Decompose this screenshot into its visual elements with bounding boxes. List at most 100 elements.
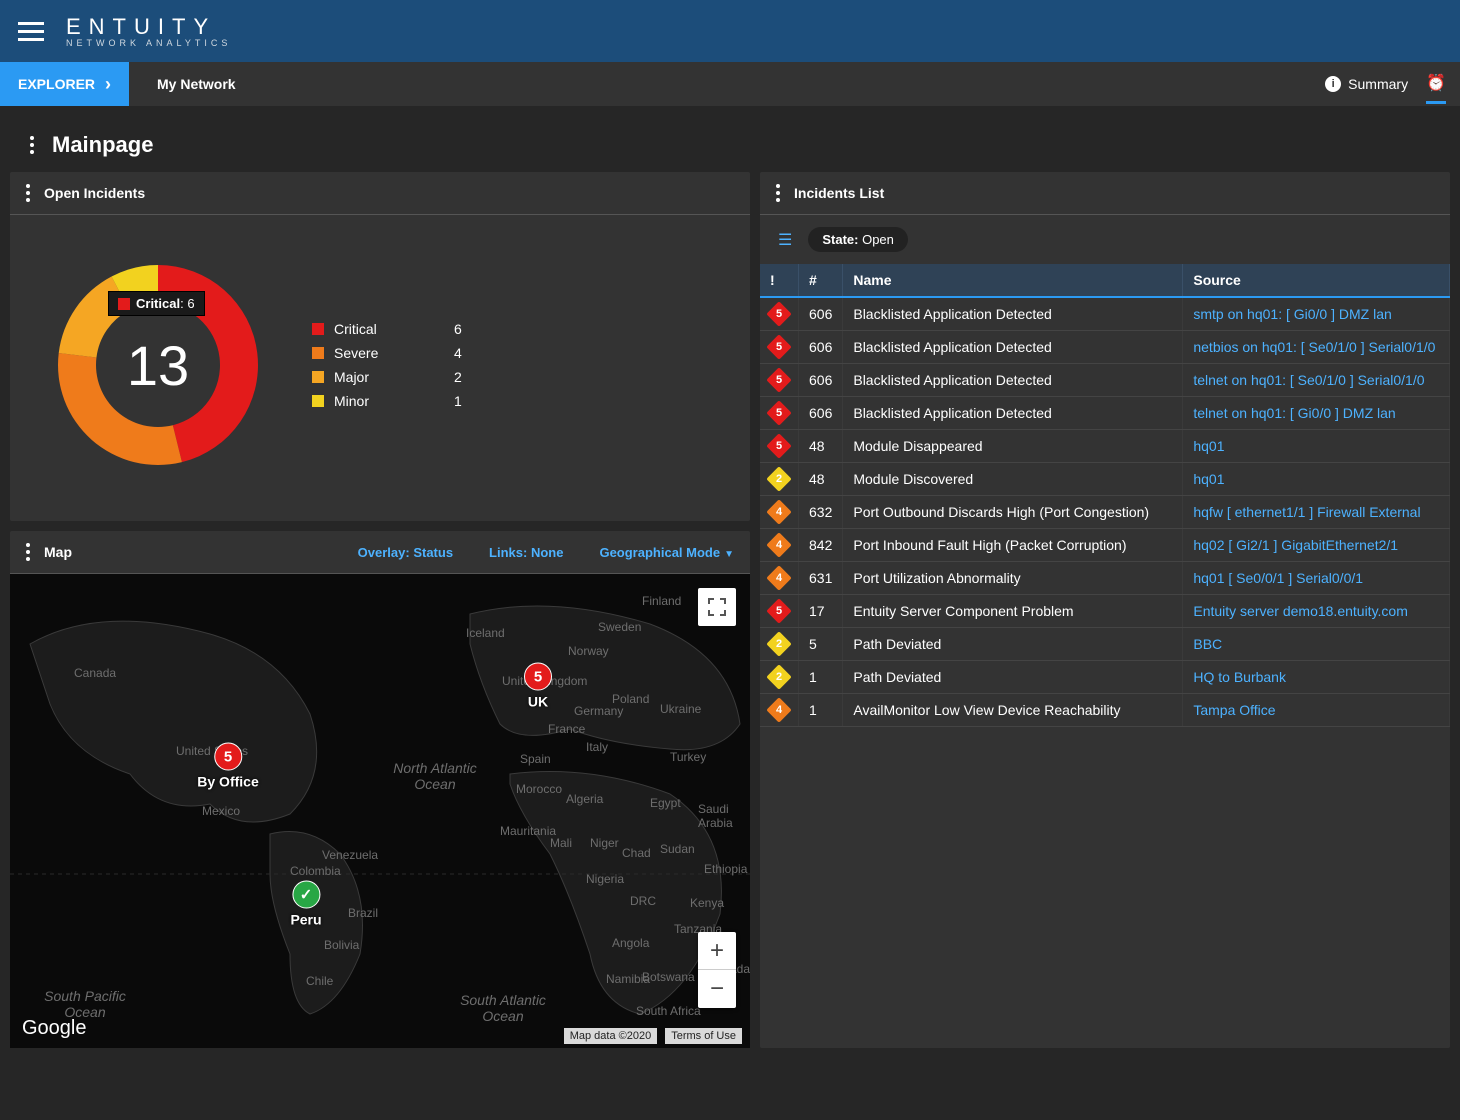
incident-number: 631 bbox=[799, 562, 843, 595]
severity-badge: 5 bbox=[766, 433, 791, 458]
menu-icon[interactable] bbox=[18, 22, 44, 41]
zoom-in-button[interactable]: + bbox=[698, 932, 736, 970]
legend-row[interactable]: Minor1 bbox=[312, 393, 612, 409]
legend-swatch bbox=[312, 323, 324, 335]
zoom-out-button[interactable]: − bbox=[698, 970, 736, 1008]
map-data-label: Map data ©2020 bbox=[564, 1028, 658, 1044]
map-place-label: France bbox=[548, 722, 585, 736]
source-link[interactable]: hq01 bbox=[1193, 438, 1224, 454]
legend-row[interactable]: Severe4 bbox=[312, 345, 612, 361]
source-link[interactable]: hq02 [ Gi2/1 ] GigabitEthernet2/1 bbox=[1193, 537, 1398, 553]
incident-number: 606 bbox=[799, 297, 843, 331]
marker-badge: 5 bbox=[214, 743, 242, 771]
breadcrumb[interactable]: My Network bbox=[129, 62, 264, 106]
legend-swatch bbox=[312, 395, 324, 407]
legend-row[interactable]: Critical6 bbox=[312, 321, 612, 337]
incident-name: Blacklisted Application Detected bbox=[843, 364, 1183, 397]
source-link[interactable]: telnet on hq01: [ Gi0/0 ] DMZ lan bbox=[1193, 405, 1395, 421]
state-filter-pill[interactable]: State: Open bbox=[808, 227, 908, 252]
table-row[interactable]: 517Entuity Server Component ProblemEntui… bbox=[760, 595, 1450, 628]
table-row[interactable]: 5 606Blacklisted Application Detected teln… bbox=[760, 364, 1450, 397]
map-overlay-option[interactable]: Overlay: Status bbox=[358, 545, 453, 560]
source-link[interactable]: netbios on hq01: [ Se0/1/0 ] Serial0/1/0 bbox=[1193, 339, 1435, 355]
map-place-label: Kenya bbox=[690, 896, 724, 910]
source-link[interactable]: HQ to Burbank bbox=[1193, 669, 1286, 685]
table-row[interactable]: 548Module Disappearedhq01 bbox=[760, 430, 1450, 463]
map-marker[interactable]: 5UK bbox=[524, 663, 552, 710]
table-row[interactable]: 41AvailMonitor Low View Device Reachabil… bbox=[760, 694, 1450, 727]
panel-menu-icon[interactable] bbox=[26, 184, 30, 202]
page-menu-icon[interactable] bbox=[30, 136, 34, 154]
map-place-label: Egypt bbox=[650, 796, 681, 810]
legend-row[interactable]: Major2 bbox=[312, 369, 612, 385]
table-row[interactable]: 5606Blacklisted Application Detectednetb… bbox=[760, 331, 1450, 364]
source-link[interactable]: Entuity server demo18.entuity.com bbox=[1193, 603, 1408, 619]
severity-badge: 5 bbox=[766, 334, 791, 359]
col-name[interactable]: Name bbox=[843, 264, 1183, 297]
source-link[interactable]: Tampa Office bbox=[1193, 702, 1275, 718]
map-marker[interactable]: 5By Office bbox=[197, 743, 258, 790]
source-link[interactable]: smtp on hq01: [ Gi0/0 ] DMZ lan bbox=[1193, 306, 1391, 322]
map-place-label: Iceland bbox=[466, 626, 505, 640]
map-canvas[interactable]: FinlandIcelandSwedenNorwayUnited Kingdom… bbox=[10, 574, 750, 1048]
incident-number: 48 bbox=[799, 463, 843, 496]
source-link[interactable]: hq01 bbox=[1193, 471, 1224, 487]
map-links-option[interactable]: Links: None bbox=[489, 545, 563, 560]
source-link[interactable]: telnet on hq01: [ Se0/1/0 ] Serial0/1/0 bbox=[1193, 372, 1424, 388]
map-place-label: Botswana bbox=[642, 970, 695, 984]
map-place-label: Algeria bbox=[566, 792, 603, 806]
marker-badge: 5 bbox=[524, 663, 552, 691]
map-place-label: Chad bbox=[622, 846, 651, 860]
map-place-label: Colombia bbox=[290, 864, 341, 878]
source-link[interactable]: hq01 [ Se0/0/1 ] Serial0/0/1 bbox=[1193, 570, 1363, 586]
brand-tagline: NETWORK ANALYTICS bbox=[66, 38, 231, 48]
panel-menu-icon[interactable] bbox=[776, 184, 780, 202]
marker-badge: ✓ bbox=[292, 881, 320, 909]
incident-source: telnet on hq01: [ Se0/1/0 ] Serial0/1/0 bbox=[1183, 364, 1450, 397]
table-row[interactable]: 248Module Discoveredhq01 bbox=[760, 463, 1450, 496]
map-place-label: Norway bbox=[568, 644, 609, 658]
donut-chart[interactable]: 13 Critical: 6 bbox=[38, 245, 278, 485]
severity-badge: 5 bbox=[766, 367, 791, 392]
map-place-label: Mexico bbox=[202, 804, 240, 818]
severity-badge: 4 bbox=[766, 697, 791, 722]
incident-number: 606 bbox=[799, 364, 843, 397]
fullscreen-icon[interactable] bbox=[698, 588, 736, 626]
source-link[interactable]: BBC bbox=[1193, 636, 1222, 652]
panel-menu-icon[interactable] bbox=[26, 543, 30, 561]
filter-icon[interactable]: ☰ bbox=[778, 230, 792, 250]
table-row[interactable]: 5606Blacklisted Application Detectedteln… bbox=[760, 397, 1450, 430]
map-place-label: Italy bbox=[586, 740, 608, 754]
explorer-button[interactable]: EXPLORER › bbox=[0, 62, 129, 106]
table-row[interactable]: 25Path DeviatedBBC bbox=[760, 628, 1450, 661]
legend-swatch bbox=[312, 371, 324, 383]
col-severity[interactable]: ! bbox=[760, 264, 799, 297]
map-marker[interactable]: ✓ Peru bbox=[290, 881, 321, 928]
map-place-label: Spain bbox=[520, 752, 551, 766]
incident-source: hq02 [ Gi2/1 ] GigabitEthernet2/1 bbox=[1183, 529, 1450, 562]
severity-badge: 2 bbox=[766, 664, 791, 689]
table-row[interactable]: 4842Port Inbound Fault High (Packet Corr… bbox=[760, 529, 1450, 562]
map-terms-link[interactable]: Terms of Use bbox=[665, 1028, 742, 1044]
table-row[interactable]: 21Path DeviatedHQ to Burbank bbox=[760, 661, 1450, 694]
map-place-label: South Africa bbox=[636, 1004, 701, 1018]
legend-label: Major bbox=[334, 369, 444, 385]
severity-badge: 5 bbox=[766, 301, 791, 326]
incident-name: Path Deviated bbox=[843, 661, 1183, 694]
incident-number: 606 bbox=[799, 397, 843, 430]
map-mode-option[interactable]: Geographical Mode▼ bbox=[599, 545, 734, 560]
table-row[interactable]: 4631Port Utilization Abnormalityhq01 [ S… bbox=[760, 562, 1450, 595]
nav-alerts[interactable]: ⏰ bbox=[1426, 73, 1446, 104]
col-number[interactable]: # bbox=[799, 264, 843, 297]
table-row[interactable]: 5606Blacklisted Application Detectedsmtp… bbox=[760, 297, 1450, 331]
marker-label: Peru bbox=[290, 912, 321, 928]
incident-name: Module Discovered bbox=[843, 463, 1183, 496]
incident-source: netbios on hq01: [ Se0/1/0 ] Serial0/1/0 bbox=[1183, 331, 1450, 364]
incident-name: Blacklisted Application Detected bbox=[843, 397, 1183, 430]
nav-summary[interactable]: i Summary bbox=[1325, 76, 1408, 92]
col-source[interactable]: Source bbox=[1183, 264, 1450, 297]
source-link[interactable]: hqfw [ ethernet1/1 ] Firewall External bbox=[1193, 504, 1420, 520]
legend-label: Minor bbox=[334, 393, 444, 409]
table-row[interactable]: 4632Port Outbound Discards High (Port Co… bbox=[760, 496, 1450, 529]
incident-source: Tampa Office bbox=[1183, 694, 1450, 727]
